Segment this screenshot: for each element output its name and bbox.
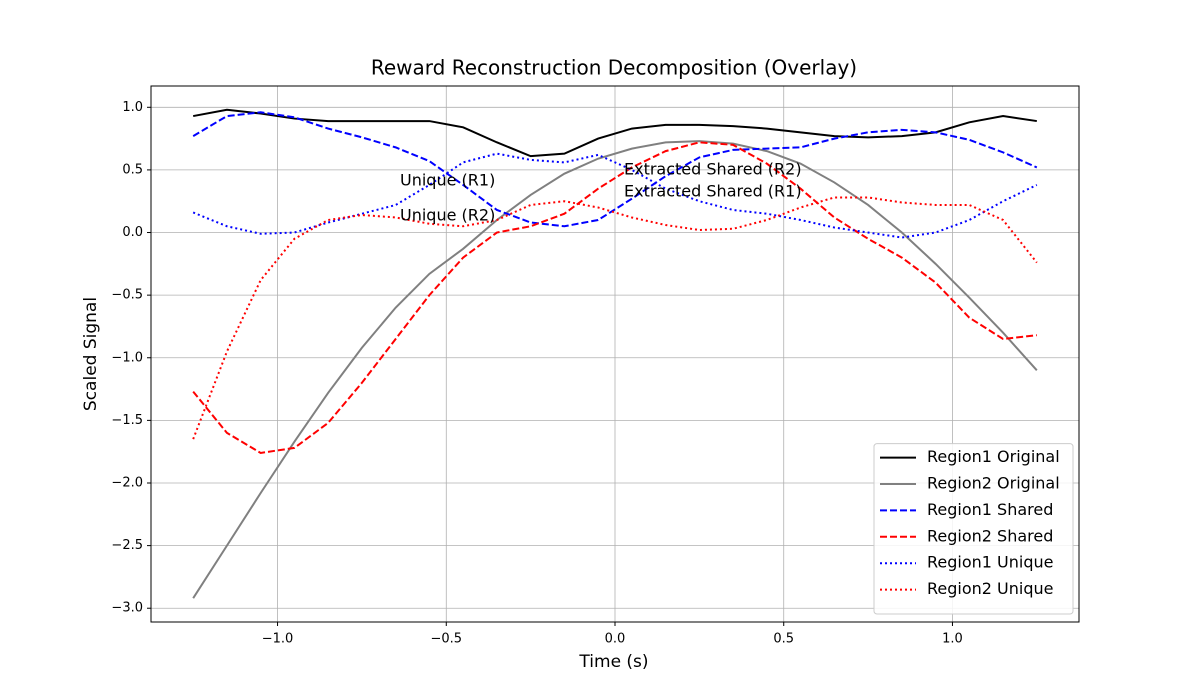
series-line [192, 108, 1037, 158]
annotation: Extracted Shared (R2) [624, 160, 802, 179]
x-tick-label: 0.5 [773, 632, 794, 647]
legend-box [873, 443, 1074, 615]
x-tick-label: −0.5 [430, 632, 462, 647]
y-tick-label: 0.0 [122, 225, 143, 240]
plot-frame [150, 85, 1080, 623]
y-tick-label: −2.5 [111, 538, 143, 553]
legend-label: Region1 Unique [927, 553, 1053, 572]
series-line [192, 141, 1037, 454]
legend-label: Region2 Unique [927, 579, 1053, 598]
y-tick-label: −1.0 [111, 350, 143, 365]
y-tick-label: −0.5 [111, 288, 143, 303]
y-axis-label: Scaled Signal [81, 297, 101, 411]
y-tick-label: −1.5 [111, 413, 143, 428]
x-tick-label: 0.0 [605, 632, 626, 647]
x-tick-label: −1.0 [262, 632, 294, 647]
y-tick-label: 0.5 [122, 162, 143, 177]
annotation: Unique (R2) [400, 206, 495, 225]
chart-title: Reward Reconstruction Decomposition (Ove… [371, 56, 857, 80]
y-tick-label: −3.0 [111, 601, 143, 616]
legend-label: Region2 Shared [927, 526, 1053, 545]
y-tick-label: 1.0 [122, 100, 143, 115]
legend-label: Region1 Original [927, 447, 1060, 466]
legend-label: Region1 Shared [927, 500, 1053, 519]
y-tick-label: −2.0 [111, 475, 143, 490]
annotation: Extracted Shared (R1) [624, 182, 802, 201]
x-tick-label: 1.0 [942, 632, 963, 647]
legend-label: Region2 Original [927, 474, 1060, 493]
series-line [192, 196, 1038, 440]
series-line [192, 140, 1038, 599]
annotation: Unique (R1) [400, 171, 495, 190]
series-line [192, 111, 1038, 228]
series-line [192, 152, 1038, 239]
x-axis-label: Time (s) [578, 652, 648, 672]
